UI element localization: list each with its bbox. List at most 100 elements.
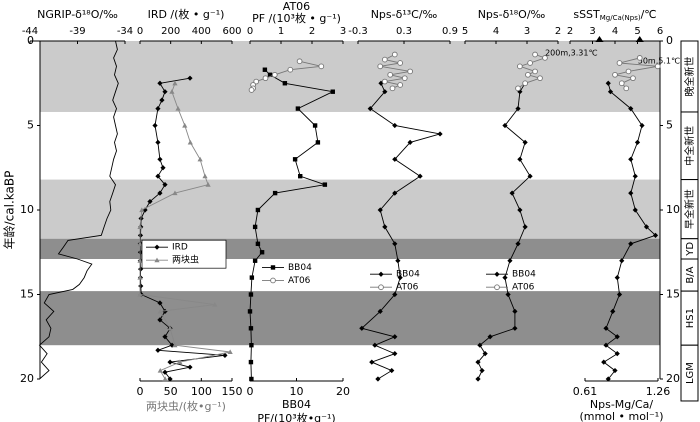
marker <box>494 271 500 277</box>
marker <box>255 241 261 246</box>
x-tick-label: 400 <box>192 26 211 37</box>
marker <box>397 60 404 66</box>
marker <box>532 68 538 75</box>
marker <box>417 173 423 179</box>
marker <box>162 308 168 314</box>
title-main: sSST <box>573 8 600 21</box>
marker <box>249 275 255 280</box>
y-tick-label: 0 <box>666 34 673 47</box>
marker <box>407 139 413 145</box>
marker <box>247 309 253 314</box>
x-tick-label: 0 <box>247 26 253 37</box>
x-tick-label: 1 <box>278 26 284 37</box>
marker <box>532 51 538 58</box>
marker <box>401 75 408 82</box>
marker <box>636 55 643 61</box>
marker <box>330 89 335 94</box>
marker <box>505 291 511 298</box>
x-tick-label: 200 <box>161 26 180 37</box>
stage-label: YD <box>685 242 696 257</box>
marker <box>381 56 388 63</box>
marker <box>643 224 650 230</box>
marker <box>515 241 521 247</box>
marker <box>157 308 163 314</box>
legend-label: 两块虫 <box>172 254 199 266</box>
title-unit: /℃ <box>641 8 657 21</box>
marker <box>477 342 483 348</box>
marker <box>494 284 500 291</box>
marker <box>527 173 533 179</box>
marker <box>502 122 508 129</box>
marker <box>172 342 178 348</box>
marker <box>614 334 620 340</box>
annotation-marker <box>635 36 644 42</box>
legend-label: AT06 <box>396 283 419 293</box>
marker <box>601 359 607 365</box>
marker <box>515 85 521 92</box>
panel-title: sSSTMg/Ca(Nps)/℃ <box>573 8 656 22</box>
x2-axis-label: 两块虫/(枚•g⁻¹) <box>146 399 226 413</box>
marker <box>252 258 258 263</box>
marker <box>292 157 298 162</box>
marker <box>634 139 641 145</box>
x-tick-label: 2 <box>309 26 315 37</box>
marker <box>654 63 661 70</box>
marker <box>487 334 493 340</box>
x2-axis-label: (mmol • mol⁻¹) <box>580 410 664 422</box>
marker <box>167 359 173 365</box>
y-tick-label: 15 <box>666 288 680 301</box>
marker <box>392 122 398 129</box>
marker <box>619 258 625 264</box>
x-tick-label: 600 <box>222 26 241 37</box>
marker <box>475 376 481 382</box>
marker <box>248 292 254 297</box>
marker <box>255 207 261 213</box>
marker <box>137 241 143 246</box>
marker <box>205 182 211 187</box>
marker <box>212 302 218 307</box>
marker <box>369 359 375 365</box>
marker <box>137 258 143 263</box>
marker <box>515 106 521 112</box>
marker <box>138 266 144 272</box>
marker <box>162 376 168 382</box>
marker <box>632 207 638 213</box>
marker <box>249 343 254 348</box>
marker <box>137 232 144 238</box>
panel-title: IRD /(枚 • g⁻¹) <box>148 7 225 21</box>
y-tick-label: 10 <box>666 203 680 216</box>
marker <box>517 207 523 213</box>
marker <box>322 182 328 187</box>
marker <box>630 75 636 82</box>
marker <box>382 224 388 230</box>
marker <box>517 63 523 70</box>
marker <box>618 80 625 87</box>
marker <box>157 156 163 162</box>
x-tick-label: 4 <box>493 26 499 37</box>
marker <box>614 275 620 281</box>
marker <box>628 106 634 112</box>
x-tick-label: 5 <box>634 26 640 37</box>
marker <box>162 334 168 340</box>
shaded-band <box>40 238 660 260</box>
marker <box>159 97 165 103</box>
marker <box>167 325 173 331</box>
marker <box>154 257 160 263</box>
marker <box>525 71 531 78</box>
marker <box>160 165 166 171</box>
marker <box>287 66 294 73</box>
marker <box>512 308 518 314</box>
y-tick-label: 10 <box>20 203 34 216</box>
marker <box>222 352 228 358</box>
marker <box>639 122 645 129</box>
marker <box>259 250 265 255</box>
marker <box>253 78 260 85</box>
x2-axis-label: Nps-Mg/Ca/ <box>590 398 654 411</box>
marker <box>154 244 160 250</box>
marker <box>537 75 543 82</box>
y-tick-label: 20 <box>20 372 34 385</box>
marker <box>147 198 153 205</box>
x-tick-label: -39 <box>69 26 85 37</box>
marker <box>272 190 278 196</box>
marker <box>167 376 173 382</box>
